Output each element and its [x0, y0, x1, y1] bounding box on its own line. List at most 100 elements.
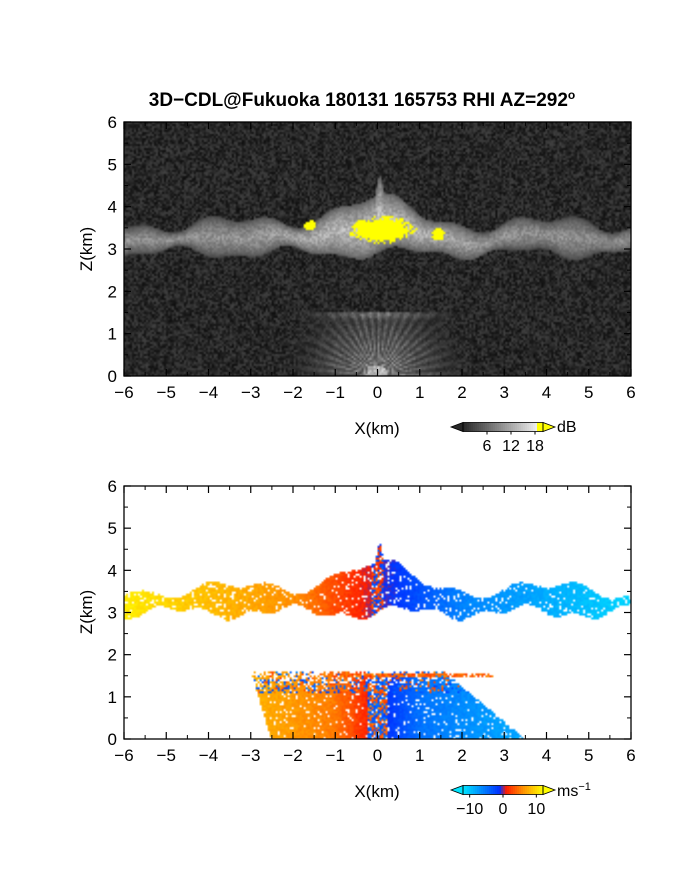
colorbar-cell [517, 422, 520, 432]
colorbar-cell [541, 785, 544, 795]
backscatter-colorbar: 6 12 18 [449, 421, 557, 455]
colorbar-cell [537, 785, 540, 795]
backscatter-ylabel: Z(km) [77, 227, 96, 271]
x-tick-label: −4 [199, 383, 218, 402]
x-tick-label: −4 [199, 746, 218, 765]
colorbar-cell [489, 422, 492, 432]
colorbar-right-arrow [542, 421, 557, 433]
x-tick-label: −2 [283, 383, 302, 402]
backscatter-image [124, 122, 631, 376]
velocity-xlabel: X(km) [354, 782, 399, 801]
backscatter-ticks: −6 −5 −4 −3 −2 −1 0 1 2 3 4 5 6 0 1 2 3 4 5 6 [108, 113, 636, 402]
colorbar-tick-label: 0 [499, 801, 508, 818]
x-tick-label: 6 [626, 746, 635, 765]
velocity-colorbar: −10 0 10 [449, 784, 557, 818]
colorbar-cell [497, 785, 500, 795]
x-tick-label: 1 [415, 746, 424, 765]
colorbar-cell [527, 422, 530, 432]
colorbar-left-arrow [449, 421, 464, 433]
colorbar-tick-label: −10 [456, 801, 483, 818]
x-tick-label: 1 [415, 383, 424, 402]
colorbar-cell [469, 785, 472, 795]
colorbar-cell [489, 785, 492, 795]
colorbar-cell [479, 422, 482, 432]
colorbar-cell [493, 422, 496, 432]
colorbar-cell [487, 422, 490, 432]
colorbar-cell [541, 422, 544, 432]
colorbar-cell [511, 422, 514, 432]
colorbar-cell [531, 785, 534, 795]
colorbar-cell [535, 785, 538, 795]
colorbar-cell [465, 422, 468, 432]
colorbar-cell [481, 422, 484, 432]
colorbar-cell [493, 785, 496, 795]
colorbar-cell [499, 422, 502, 432]
x-tick-label: −3 [241, 383, 260, 402]
colorbar-cell [467, 785, 470, 795]
colorbar-cell [507, 422, 510, 432]
x-tick-label: 6 [626, 383, 635, 402]
backscatter-xlabel: X(km) [354, 419, 399, 438]
velocity-colorbar-unit: ms−1 [557, 781, 591, 800]
colorbar-frame [462, 422, 544, 432]
colorbar-tick-label: 18 [526, 438, 544, 455]
figure-title: 3D−CDL@Fukuoka 180131 165753 RHI AZ=292o [149, 88, 576, 111]
colorbar-cell [505, 422, 508, 432]
colorbar-cell [487, 785, 490, 795]
colorbar-cell [503, 785, 506, 795]
x-tick-label: −6 [114, 746, 133, 765]
x-tick-label: 3 [500, 383, 509, 402]
colorbar-cell [467, 422, 470, 432]
colorbar-cell [531, 422, 534, 432]
colorbar-cell [473, 422, 476, 432]
y-tick-label: 4 [108, 561, 117, 580]
velocity-image [124, 486, 631, 739]
colorbar-cell [525, 422, 528, 432]
colorbar-cell [537, 422, 540, 432]
colorbar-cell [491, 785, 494, 795]
y-tick-label: 3 [108, 604, 117, 623]
colorbar-cell [515, 422, 518, 432]
x-tick-label: 2 [457, 746, 466, 765]
x-tick-label: 0 [373, 383, 382, 402]
colorbar-cell [539, 422, 542, 432]
colorbar-cell [483, 785, 486, 795]
colorbar-left-arrow [449, 784, 464, 796]
colorbar-cell [523, 422, 526, 432]
colorbar-cell [513, 785, 516, 795]
colorbar-cell [507, 785, 510, 795]
y-tick-label: 2 [108, 282, 117, 301]
colorbar-cell [501, 785, 504, 795]
colorbar-cell [515, 785, 518, 795]
colorbar-cell [533, 785, 536, 795]
colorbar-cell [499, 785, 502, 795]
x-tick-label: −5 [157, 383, 176, 402]
colorbar-cell [477, 422, 480, 432]
colorbar-tick-label: 6 [483, 438, 492, 455]
y-tick-label: 0 [108, 730, 117, 749]
colorbar-cell [483, 422, 486, 432]
y-tick-label: 2 [108, 646, 117, 665]
colorbar-cell [465, 785, 468, 795]
colorbar-cell [519, 785, 522, 795]
colorbar-cell [527, 785, 530, 795]
y-tick-label: 6 [108, 477, 117, 496]
colorbar-cell [471, 422, 474, 432]
velocity-ylabel: Z(km) [77, 590, 96, 634]
colorbar-tick-label: 12 [502, 438, 520, 455]
y-tick-label: 6 [108, 113, 117, 132]
colorbar-cell [521, 422, 524, 432]
y-tick-label: 5 [108, 155, 117, 174]
colorbar-cell [473, 785, 476, 795]
x-tick-label: 5 [584, 383, 593, 402]
colorbar-cell [491, 422, 494, 432]
colorbar-cell [463, 422, 466, 432]
x-tick-label: 3 [500, 746, 509, 765]
x-tick-label: −1 [326, 746, 345, 765]
backscatter-colorbar-unit: dB [557, 419, 577, 436]
colorbar-cell [523, 785, 526, 795]
colorbar-cell [509, 422, 512, 432]
